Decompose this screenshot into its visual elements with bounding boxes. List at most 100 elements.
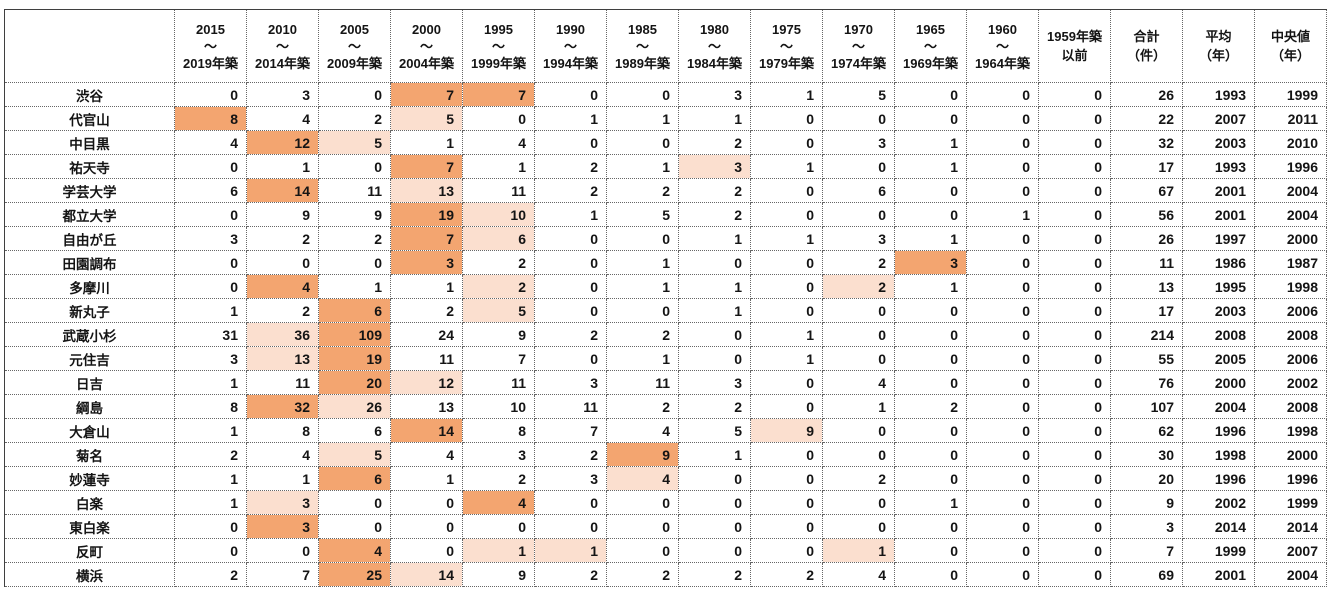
cell-count[interactable]: 1 <box>390 274 463 299</box>
cell-count[interactable]: 0 <box>462 106 535 131</box>
cell-count[interactable]: 0 <box>1038 226 1111 251</box>
cell-count[interactable]: 7 <box>462 346 535 371</box>
cell-count[interactable]: 0 <box>174 538 247 563</box>
cell-count[interactable]: 3 <box>390 250 463 275</box>
cell-total[interactable]: 55 <box>1110 346 1183 371</box>
cell-count[interactable]: 4 <box>246 106 319 131</box>
cell-count[interactable]: 1 <box>678 274 751 299</box>
cell-count[interactable]: 0 <box>822 202 895 227</box>
cell-average[interactable]: 2014 <box>1182 514 1255 539</box>
cell-count[interactable]: 2 <box>462 250 535 275</box>
cell-count[interactable]: 0 <box>894 466 967 491</box>
cell-count[interactable]: 109 <box>318 322 391 347</box>
column-header[interactable]: 1959年築 以前 <box>1038 9 1111 83</box>
cell-count[interactable]: 0 <box>966 106 1039 131</box>
cell-count[interactable]: 2 <box>246 226 319 251</box>
cell-count[interactable]: 0 <box>1038 442 1111 467</box>
station-name[interactable]: 菊名 <box>4 442 175 467</box>
cell-count[interactable]: 0 <box>822 298 895 323</box>
cell-count[interactable]: 4 <box>606 466 679 491</box>
cell-count[interactable]: 2 <box>534 178 607 203</box>
cell-count[interactable]: 7 <box>462 82 535 107</box>
column-header[interactable]: 1975 ～ 1979年築 <box>750 9 823 83</box>
cell-count[interactable]: 9 <box>246 202 319 227</box>
cell-count[interactable]: 0 <box>534 226 607 251</box>
cell-count[interactable]: 5 <box>390 106 463 131</box>
cell-count[interactable]: 0 <box>750 442 823 467</box>
cell-count[interactable]: 1 <box>606 250 679 275</box>
cell-count[interactable]: 2 <box>174 442 247 467</box>
cell-count[interactable]: 1 <box>750 154 823 179</box>
cell-count[interactable]: 0 <box>678 490 751 515</box>
cell-count[interactable]: 1 <box>894 130 967 155</box>
cell-average[interactable]: 1999 <box>1182 538 1255 563</box>
cell-median[interactable]: 1996 <box>1254 466 1327 491</box>
cell-count[interactable]: 0 <box>534 274 607 299</box>
cell-count[interactable]: 1 <box>246 154 319 179</box>
cell-count[interactable]: 0 <box>174 250 247 275</box>
station-name[interactable]: 中目黒 <box>4 130 175 155</box>
cell-median[interactable]: 1999 <box>1254 490 1327 515</box>
cell-count[interactable]: 1 <box>894 226 967 251</box>
column-header[interactable]: 1995 ～ 1999年築 <box>462 9 535 83</box>
cell-count[interactable]: 10 <box>462 394 535 419</box>
cell-median[interactable]: 2006 <box>1254 298 1327 323</box>
cell-count[interactable]: 2 <box>462 274 535 299</box>
cell-count[interactable]: 20 <box>318 370 391 395</box>
cell-count[interactable]: 0 <box>606 538 679 563</box>
column-header[interactable]: 合計 （件） <box>1110 9 1183 83</box>
cell-average[interactable]: 2003 <box>1182 298 1255 323</box>
cell-count[interactable]: 3 <box>678 154 751 179</box>
cell-count[interactable]: 0 <box>1038 106 1111 131</box>
cell-count[interactable]: 0 <box>678 538 751 563</box>
cell-total[interactable]: 30 <box>1110 442 1183 467</box>
cell-count[interactable]: 13 <box>390 178 463 203</box>
cell-total[interactable]: 9 <box>1110 490 1183 515</box>
cell-count[interactable]: 0 <box>1038 250 1111 275</box>
station-name[interactable]: 横浜 <box>4 562 175 587</box>
cell-count[interactable]: 0 <box>966 130 1039 155</box>
cell-count[interactable]: 11 <box>246 370 319 395</box>
cell-average[interactable]: 2008 <box>1182 322 1255 347</box>
cell-count[interactable]: 12 <box>246 130 319 155</box>
cell-count[interactable]: 0 <box>246 250 319 275</box>
cell-count[interactable]: 2 <box>318 226 391 251</box>
cell-count[interactable]: 14 <box>246 178 319 203</box>
cell-average[interactable]: 2004 <box>1182 394 1255 419</box>
cell-count[interactable]: 0 <box>750 490 823 515</box>
cell-count[interactable]: 11 <box>390 346 463 371</box>
corner-cell[interactable] <box>4 9 175 83</box>
cell-count[interactable]: 2 <box>678 202 751 227</box>
cell-average[interactable]: 1997 <box>1182 226 1255 251</box>
cell-count[interactable]: 26 <box>318 394 391 419</box>
cell-count[interactable]: 1 <box>606 106 679 131</box>
cell-count[interactable]: 0 <box>750 106 823 131</box>
cell-count[interactable]: 0 <box>966 346 1039 371</box>
cell-count[interactable]: 0 <box>1038 130 1111 155</box>
station-name[interactable]: 妙蓮寺 <box>4 466 175 491</box>
cell-count[interactable]: 0 <box>966 538 1039 563</box>
cell-count[interactable]: 0 <box>966 298 1039 323</box>
cell-count[interactable]: 7 <box>390 82 463 107</box>
cell-count[interactable]: 6 <box>822 178 895 203</box>
cell-count[interactable]: 0 <box>174 82 247 107</box>
cell-count[interactable]: 14 <box>390 418 463 443</box>
cell-count[interactable]: 2 <box>534 562 607 587</box>
cell-count[interactable]: 0 <box>966 490 1039 515</box>
cell-count[interactable]: 0 <box>894 106 967 131</box>
cell-count[interactable]: 4 <box>462 130 535 155</box>
station-name[interactable]: 反町 <box>4 538 175 563</box>
cell-count[interactable]: 3 <box>174 226 247 251</box>
cell-median[interactable]: 2008 <box>1254 394 1327 419</box>
cell-count[interactable]: 24 <box>390 322 463 347</box>
cell-count[interactable]: 0 <box>1038 394 1111 419</box>
cell-count[interactable]: 0 <box>1038 202 1111 227</box>
station-name[interactable]: 祐天寺 <box>4 154 175 179</box>
cell-count[interactable]: 3 <box>678 82 751 107</box>
cell-count[interactable]: 36 <box>246 322 319 347</box>
cell-count[interactable]: 8 <box>246 418 319 443</box>
cell-count[interactable]: 0 <box>1038 346 1111 371</box>
cell-count[interactable]: 1 <box>678 298 751 323</box>
cell-count[interactable]: 0 <box>318 490 391 515</box>
cell-count[interactable]: 0 <box>966 178 1039 203</box>
